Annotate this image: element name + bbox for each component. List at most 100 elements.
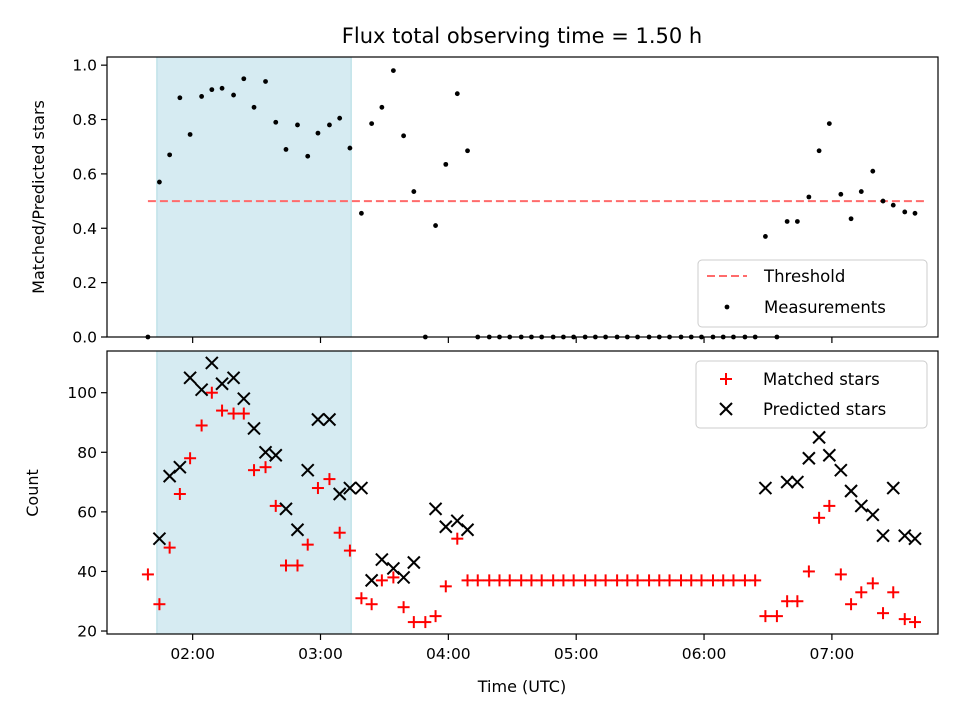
measurement-point — [295, 122, 300, 128]
measurement-point — [465, 148, 470, 154]
x-axis-label: Time (UTC) — [477, 677, 566, 696]
legend-predicted-label: Predicted stars — [763, 400, 886, 419]
predicted-star-point — [354, 481, 369, 495]
matched-star-point — [461, 574, 474, 587]
matched-star-point — [749, 574, 762, 587]
predicted-star-point — [215, 377, 229, 391]
matched-star-point — [898, 613, 911, 626]
matched-star-point — [429, 610, 442, 623]
matched-star-point — [216, 404, 229, 417]
legend-matched-label: Matched stars — [763, 370, 880, 389]
predicted-star-point — [226, 371, 241, 385]
measurement-point — [401, 133, 407, 139]
predicted-star-point — [183, 371, 197, 385]
matched-star-point — [802, 565, 815, 578]
predicted-star-point — [886, 481, 900, 495]
predicted-star-point — [790, 475, 805, 489]
matched-star-point — [141, 568, 154, 581]
matched-star-point — [663, 574, 676, 587]
legend-matched-swatch — [720, 373, 732, 385]
matched-star-point — [397, 601, 410, 614]
matched-star-point — [451, 532, 464, 545]
matched-star-point — [855, 586, 868, 599]
top-x-tick-marks — [192, 337, 833, 343]
predicted-star-point — [173, 460, 187, 474]
matched-star-point — [685, 574, 698, 587]
matched-star-point — [813, 511, 826, 524]
measurement-point — [337, 115, 343, 121]
predicted-star-point — [812, 430, 826, 445]
top-panel: Flux total observing time = 1.50 h 0.00.… — [29, 24, 939, 347]
predicted-star-point — [780, 475, 794, 489]
measurement-point — [157, 179, 162, 185]
matched-star-point — [589, 574, 602, 587]
bottom-y-ticks: 20 40 60 80 100 — [67, 384, 107, 641]
matched-star-point — [631, 574, 644, 587]
measurement-point — [454, 91, 460, 97]
legend-measurements-swatch — [724, 304, 730, 310]
measurement-point — [251, 104, 257, 110]
matched-star-point — [493, 574, 506, 587]
predicted-star-point — [844, 484, 858, 498]
matched-star-point — [547, 574, 560, 587]
top-y-tick-label: 0.4 — [72, 220, 97, 238]
matched-star-point — [471, 574, 484, 587]
bottom-y-tick-label: 20 — [77, 623, 97, 641]
predicted-star-point — [194, 383, 209, 397]
matched-star-point — [205, 386, 218, 399]
predicted-star-point — [322, 412, 337, 427]
predicted-star-point — [898, 528, 912, 543]
bottom-y-axis-label: Count — [23, 469, 42, 517]
bottom-y-tick-label: 60 — [77, 503, 97, 521]
legend-measurements-label: Measurements — [764, 298, 886, 317]
matched-star-point — [483, 574, 496, 587]
matched-star-point — [866, 577, 879, 590]
bottom-y-tick-label: 100 — [67, 384, 97, 402]
predicted-star-point — [407, 555, 421, 570]
matched-star-point — [599, 574, 612, 587]
measurement-point — [390, 68, 396, 73]
matched-star-point — [727, 574, 740, 587]
measurement-point — [231, 92, 236, 98]
matched-star-point — [195, 419, 208, 432]
matched-star-point — [355, 592, 368, 605]
matched-star-point — [653, 574, 666, 587]
predicted-star-point — [439, 520, 453, 534]
bottom-legend-box — [695, 360, 928, 429]
legend-predicted-swatch — [719, 402, 733, 416]
matched-star-point — [675, 574, 688, 587]
predicted-star-point — [290, 523, 305, 537]
measurement-point — [315, 130, 321, 136]
matched-star-point — [759, 610, 772, 623]
predicted-star-point — [375, 552, 389, 567]
measurement-point — [219, 85, 225, 91]
predicted-star-point — [364, 573, 379, 588]
matched-star-point — [834, 568, 847, 581]
predicted-star-point — [343, 481, 357, 495]
matched-star-point — [823, 499, 836, 512]
predicted-star-point — [460, 523, 475, 537]
matched-star-point — [248, 464, 261, 477]
predicted-star-point — [237, 391, 251, 406]
matched-star-point — [643, 574, 656, 587]
measurement-point — [411, 189, 417, 194]
measurement-point — [187, 132, 193, 137]
measurement-point — [848, 216, 854, 222]
measurement-point — [305, 153, 311, 159]
measurement-point — [433, 223, 438, 228]
x-tick-label: 03:00 — [298, 645, 343, 663]
matched-star-point — [908, 616, 921, 629]
measurement-point — [241, 76, 247, 82]
predicted-star-point — [269, 448, 283, 462]
predicted-star-point — [311, 412, 325, 427]
predicted-star-point — [822, 448, 837, 462]
predicted-star-point — [396, 570, 411, 585]
predicted-star-point — [876, 528, 890, 543]
matched-star-point — [279, 559, 292, 572]
measurement-point — [794, 219, 800, 224]
matched-star-point — [535, 574, 548, 587]
matched-star-point — [365, 598, 378, 611]
matched-star-point — [525, 574, 538, 587]
predicted-star-point — [908, 531, 922, 546]
x-tick-label: 02:00 — [170, 645, 215, 663]
